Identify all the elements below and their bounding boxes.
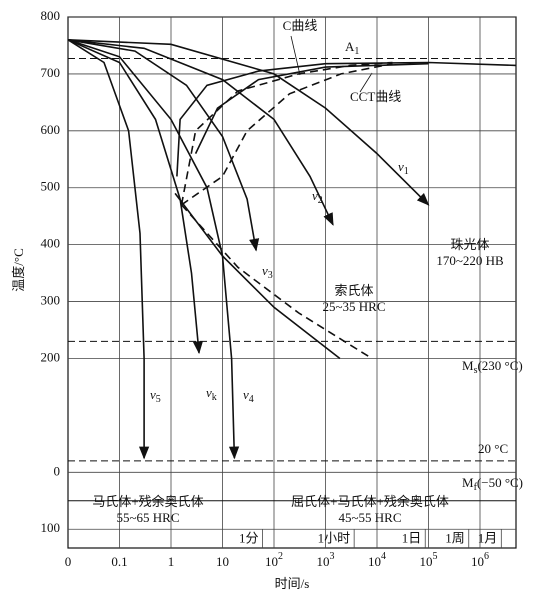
y-tick-label: 200 [41,349,61,364]
y-tick-label: 800 [41,8,61,23]
annotation-main: C曲线 [283,18,318,33]
annotation-rest: (230 °C) [477,358,522,373]
region-label: 马氏体+残余奥氏体 [92,494,203,509]
region-label: 屈氏体+马氏体+残余奥氏体 [291,494,449,509]
annotation-sub: 1 [354,46,359,57]
curve [67,39,334,226]
annotation-main: 20 °C [478,441,508,456]
x-tick-label-exp: 6 [484,551,489,562]
x-tick-label-exp: 2 [278,551,283,562]
annotation-sub: k [212,392,217,403]
annotation: v5 [150,387,161,405]
x-tick-label-base: 0.1 [111,554,127,569]
x-tick-label: 105 [420,551,438,569]
y-axis-label: 温度/°C [11,248,26,291]
curve [67,39,150,460]
x-tick-label: 0.1 [111,554,127,569]
x-tick-label-exp: 4 [381,551,386,562]
y-tick-label: 700 [41,65,61,80]
annotation: C曲线 [283,18,318,33]
annotation-main: v [150,387,156,402]
annotation: v2 [312,188,323,206]
leader [359,72,373,93]
leader [290,35,301,76]
annotation-sub: 3 [268,270,273,281]
curve [67,39,430,206]
x-tick-label: 106 [471,551,489,569]
y-tick-label: 400 [41,236,61,251]
x-tick-label: 103 [317,551,335,569]
x-tick-label-base: 1 [168,554,175,569]
curve [194,62,429,154]
annotation-sub: 1 [404,166,409,177]
annotation-main: M [462,475,474,490]
x-tick-label: 10 [216,554,229,569]
annotation: vk [206,385,217,403]
x-tick-label-exp: 5 [433,551,438,562]
region-label: 珠光体 [450,237,489,252]
time-marker-label: 1小时 [318,531,351,546]
annotation-sub: s [474,365,478,376]
x-tick-label-base: 10 [317,554,330,569]
region-label: 25~35 HRC [322,299,385,314]
annotation-main: v [262,263,268,278]
time-marker-label: 1日 [402,531,422,546]
annotation-sub: f [474,482,478,493]
region-label: 45~55 HRC [338,510,401,525]
annotation: v3 [262,263,273,281]
x-tick-label-base: 10 [265,554,278,569]
curve [181,62,393,206]
x-tick-label: 104 [368,551,386,569]
region-label: 55~65 HRC [116,510,179,525]
curve [180,204,373,360]
annotation-main: v [312,188,318,203]
x-tick-label-base: 10 [471,554,484,569]
plot-frame [67,16,517,549]
annotation: A1 [345,39,359,57]
annotation-sub: 2 [318,195,323,206]
x-tick-label: 102 [265,551,283,569]
annotation: CCT曲线 [350,89,401,104]
curve [174,192,341,360]
annotation-sub: 4 [249,394,254,405]
annotation-main: CCT曲线 [350,89,401,104]
annotation: v1 [398,159,409,177]
curve [67,39,260,252]
curve [67,39,204,355]
annotation: Mf(−50 °C) [462,475,523,493]
x-tick-label-exp: 3 [330,551,335,562]
x-tick-label-base: 10 [420,554,433,569]
annotation-main: M [462,358,474,373]
time-marker-label: 1月 [478,531,498,546]
time-marker-label: 1分 [239,531,259,546]
x-tick-label-base: 10 [216,554,229,569]
annotation: 20 °C [478,441,508,456]
x-tick-label: 1 [168,554,175,569]
region-label: 170~220 HB [436,253,504,268]
region-label: 索氏体 [334,283,373,298]
y-tick-label: 600 [41,122,61,137]
annotation-main: v [206,385,212,400]
x-tick-label-base: 10 [368,554,381,569]
y-tick-label: 0 [54,463,61,478]
annotation: Ms(230 °C) [462,358,523,376]
annotation-main: A [345,39,355,54]
annotation: v4 [243,387,254,405]
time-marker-label: 1周 [445,531,465,546]
annotation-main: v [398,159,404,174]
x-axis-label: 时间/s [275,576,310,591]
y-tick-label: 300 [41,293,61,308]
x-tick-label: 0 [65,554,72,569]
curve [176,61,517,177]
y-tick-label: 100 [41,520,61,535]
annotation-sub: 5 [156,394,161,405]
annotation-rest: (−50 °C) [477,475,523,490]
annotation-main: v [243,387,249,402]
y-tick-label: 500 [41,179,61,194]
x-tick-label-base: 0 [65,554,72,569]
